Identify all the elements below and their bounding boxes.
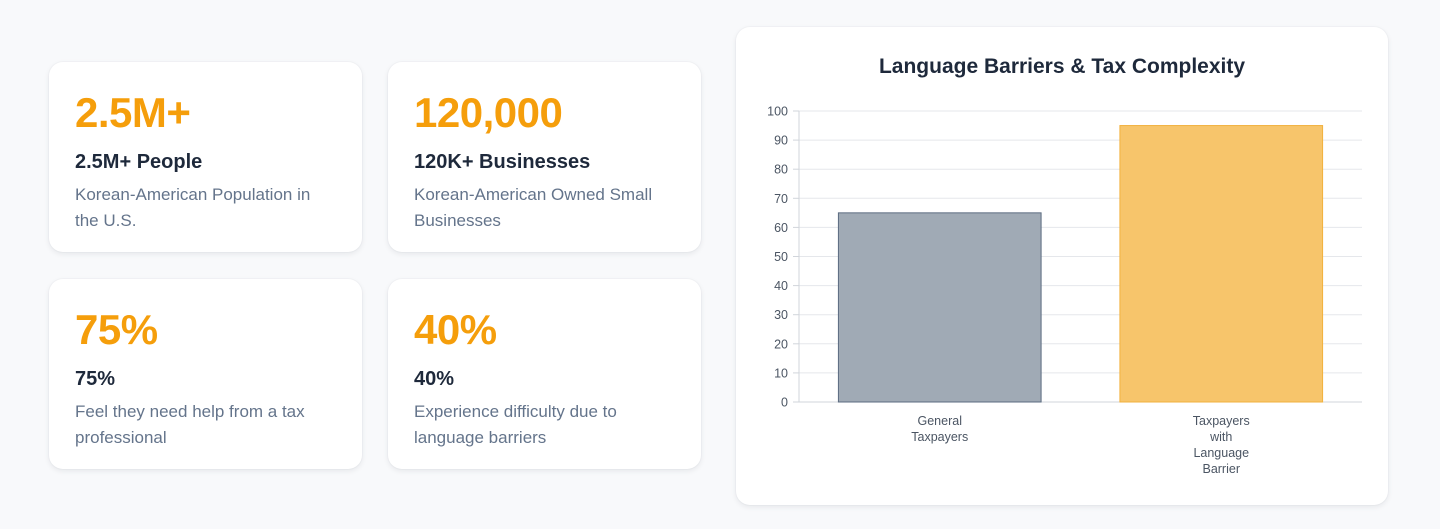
y-tick-label: 50 xyxy=(774,250,788,264)
chart-title: Language Barriers & Tax Complexity xyxy=(878,55,1246,78)
stat-title: 120K+ Businesses xyxy=(414,151,591,173)
stat-value: 40% xyxy=(414,306,497,353)
stat-value: 120,000 xyxy=(414,89,563,136)
stat-card-need-help: 75% 75% Feel they need help from a tax p… xyxy=(49,279,362,469)
stat-description: Experience difficulty due to language ba… xyxy=(414,402,617,447)
stat-description: Korean-American Population in the U.S. xyxy=(75,185,311,230)
y-tick-label: 90 xyxy=(774,134,788,148)
stat-title: 2.5M+ People xyxy=(75,151,203,173)
stat-card-population: 2.5M+ 2.5M+ People Korean-American Popul… xyxy=(49,62,362,252)
y-tick-label: 60 xyxy=(774,221,788,235)
x-tick-label: General xyxy=(918,414,962,428)
stat-description: Korean-American Owned Small Businesses xyxy=(414,185,653,230)
y-tick-label: 0 xyxy=(781,396,788,410)
y-tick-label: 20 xyxy=(774,337,788,351)
stat-value: 75% xyxy=(75,306,158,353)
bar-chart: 0 10 20 30 40 50 60 70 80 90 100 General Taxpayers Ta… xyxy=(767,105,1362,476)
y-tick-label: 40 xyxy=(774,279,788,293)
bar xyxy=(1119,125,1324,403)
stat-title: 40% xyxy=(414,368,455,390)
bar xyxy=(837,212,1042,403)
y-tick-label: 70 xyxy=(774,192,788,206)
stat-title: 75% xyxy=(75,368,116,390)
y-tick-label: 10 xyxy=(774,366,788,380)
x-tick-label: with xyxy=(1209,430,1232,444)
y-tick-label: 30 xyxy=(774,308,788,322)
chart-card: 0 10 20 30 40 50 60 70 80 90 100 General Taxpayers Ta… xyxy=(736,27,1388,505)
x-tick-label: Language xyxy=(1193,446,1249,460)
x-tick-label: Taxpayers xyxy=(911,430,968,444)
stat-card-businesses: 120,000 120K+ Businesses Korean-American… xyxy=(388,62,701,252)
x-tick-label: Taxpayers xyxy=(1193,414,1250,428)
stat-card-language-difficulty: 40% 40% Experience difficulty due to lan… xyxy=(388,279,701,469)
x-tick-label: Barrier xyxy=(1202,462,1240,476)
y-tick-label: 100 xyxy=(767,105,788,119)
stat-value: 2.5M+ xyxy=(75,89,191,136)
stat-description: Feel they need help from a tax professio… xyxy=(75,402,305,447)
y-tick-label: 80 xyxy=(774,163,788,177)
